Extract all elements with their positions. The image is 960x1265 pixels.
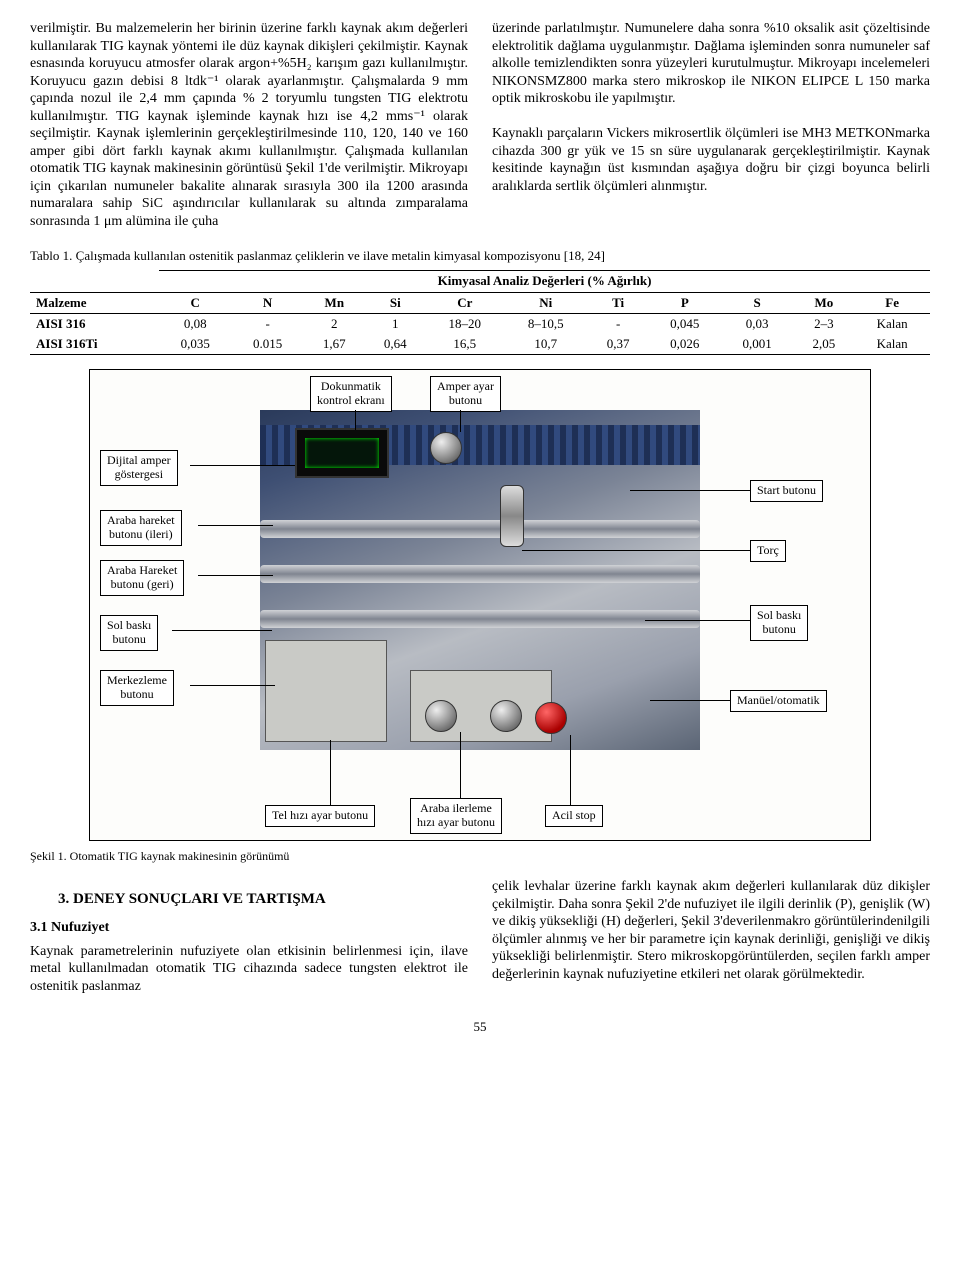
label-araba-ilerleme: Araba ilerleme hızı ayar butonu <box>410 798 502 834</box>
row0-c1: - <box>231 313 303 334</box>
label-manuel: Manüel/otomatik <box>730 690 827 712</box>
row1-c0: 0,035 <box>159 334 231 355</box>
row0-c7: 0,045 <box>649 313 721 334</box>
machine-knob <box>490 700 522 732</box>
machine-display <box>295 428 389 478</box>
row1-c9: 2,05 <box>793 334 854 355</box>
row1-c3: 0,64 <box>365 334 426 355</box>
machine-roller <box>260 565 700 583</box>
leader-line <box>190 685 275 686</box>
intro-right-text-2: Kaynaklı parçaların Vickers mikrosertlik… <box>492 126 930 194</box>
col-N: N <box>231 292 303 313</box>
label-start: Start butonu <box>750 480 823 502</box>
leader-line <box>570 735 571 805</box>
row1-c4: 16,5 <box>426 334 504 355</box>
col-S: S <box>721 292 793 313</box>
row1-c1: 0.015 <box>231 334 303 355</box>
col-Fe: Fe <box>854 292 930 313</box>
torch-head <box>500 485 524 547</box>
section3-columns: 3. DENEY SONUÇLARI VE TARTIŞMA 3.1 Nufuz… <box>30 878 930 995</box>
section31-left-text: Kaynak parametrelerinin nufuziyete olan … <box>30 944 468 994</box>
leader-line <box>198 525 273 526</box>
composition-table: Kimyasal Analiz Değerleri (% Ağırlık) Ma… <box>30 270 930 355</box>
col-Si: Si <box>365 292 426 313</box>
label-amper-ayar: Amper ayar butonu <box>430 376 501 412</box>
row0-c2: 2 <box>304 313 365 334</box>
col-Mo: Mo <box>793 292 854 313</box>
table-blank-corner <box>30 271 159 292</box>
intro-left-col: verilmiştir. Bu malzemelerin her birinin… <box>30 20 468 230</box>
label-dokunmatik: Dokunmatik kontrol ekranı <box>310 376 392 412</box>
leader-line <box>522 550 750 551</box>
machine-knob <box>430 432 462 464</box>
leader-line <box>630 490 750 491</box>
leader-line <box>650 700 730 701</box>
intro-right-text-1: üzerinde parlatılmıştır. Numunelere daha… <box>492 21 930 106</box>
row0-c5: 8–10,5 <box>504 313 588 334</box>
table-super-header-row: Kimyasal Analiz Değerleri (% Ağırlık) <box>30 271 930 292</box>
table-header-row: Malzeme C N Mn Si Cr Ni Ti P S Mo Fe <box>30 292 930 313</box>
leader-line <box>355 410 356 430</box>
leader-line <box>198 575 273 576</box>
col-Ni: Ni <box>504 292 588 313</box>
leader-line <box>460 410 461 432</box>
label-sol-baski-right: Sol baskı butonu <box>750 605 808 641</box>
machine-diagram: Dokunmatik kontrol ekranı Amper ayar but… <box>89 369 871 841</box>
intro-right-col: üzerinde parlatılmıştır. Numunelere daha… <box>492 20 930 230</box>
leader-line <box>460 732 461 798</box>
row0-c9: 2–3 <box>793 313 854 334</box>
acil-stop-knob <box>535 702 567 734</box>
row1-c8: 0,001 <box>721 334 793 355</box>
machine-knob <box>425 700 457 732</box>
row0-c3: 1 <box>365 313 426 334</box>
machine-roller <box>260 610 700 628</box>
leader-line <box>172 630 272 631</box>
col-Mn: Mn <box>304 292 365 313</box>
table-row: AISI 316Ti 0,035 0.015 1,67 0,64 16,5 10… <box>30 334 930 355</box>
row0-c6: - <box>588 313 649 334</box>
row1-c2: 1,67 <box>304 334 365 355</box>
intro-left-text: verilmiştir. Bu malzemelerin her birinin… <box>30 21 468 229</box>
leader-line <box>190 465 295 466</box>
row1-c7: 0,026 <box>649 334 721 355</box>
table-rowlabel-header: Malzeme <box>30 292 159 313</box>
label-ileri: Araba hareket butonu (ileri) <box>100 510 182 546</box>
leader-line <box>330 740 331 805</box>
section3-left-col: 3. DENEY SONUÇLARI VE TARTIŞMA 3.1 Nufuz… <box>30 878 468 995</box>
page-number: 55 <box>30 1019 930 1035</box>
section31-right-text: çelik levhalar üzerine farklı kaynak akı… <box>492 879 930 982</box>
col-C: C <box>159 292 231 313</box>
label-acil: Acil stop <box>545 805 603 827</box>
col-Cr: Cr <box>426 292 504 313</box>
row0-label: AISI 316 <box>30 313 159 334</box>
label-tel-hizi: Tel hızı ayar butonu <box>265 805 375 827</box>
row1-c5: 10,7 <box>504 334 588 355</box>
machine-left-panel <box>265 640 387 742</box>
row0-c10: Kalan <box>854 313 930 334</box>
machine-roller <box>260 520 700 538</box>
row0-c8: 0,03 <box>721 313 793 334</box>
section3-right-col: çelik levhalar üzerine farklı kaynak akı… <box>492 878 930 995</box>
figure-caption: Şekil 1. Otomatik TIG kaynak makinesinin… <box>30 849 930 864</box>
table-caption: Tablo 1. Çalışmada kullanılan ostenitik … <box>30 248 930 264</box>
section3-heading: 3. DENEY SONUÇLARI VE TARTIŞMA <box>58 890 468 909</box>
label-torc: Torç <box>750 540 786 562</box>
intro-columns: verilmiştir. Bu malzemelerin her birinin… <box>30 20 930 230</box>
label-sol-baski-left: Sol baskı butonu <box>100 615 158 651</box>
row1-c10: Kalan <box>854 334 930 355</box>
row1-c6: 0,37 <box>588 334 649 355</box>
label-geri: Araba Hareket butonu (geri) <box>100 560 184 596</box>
table-row: AISI 316 0,08 - 2 1 18–20 8–10,5 - 0,045… <box>30 313 930 334</box>
figure-1: Dokunmatik kontrol ekranı Amper ayar but… <box>30 369 930 841</box>
table-super-header: Kimyasal Analiz Değerleri (% Ağırlık) <box>159 271 930 292</box>
row1-label: AISI 316Ti <box>30 334 159 355</box>
leader-line <box>645 620 750 621</box>
label-merkezleme: Merkezleme butonu <box>100 670 174 706</box>
section31-heading: 3.1 Nufuziyet <box>30 919 468 937</box>
label-dijital: Dijital amper göstergesi <box>100 450 178 486</box>
col-P: P <box>649 292 721 313</box>
col-Ti: Ti <box>588 292 649 313</box>
row0-c0: 0,08 <box>159 313 231 334</box>
row0-c4: 18–20 <box>426 313 504 334</box>
